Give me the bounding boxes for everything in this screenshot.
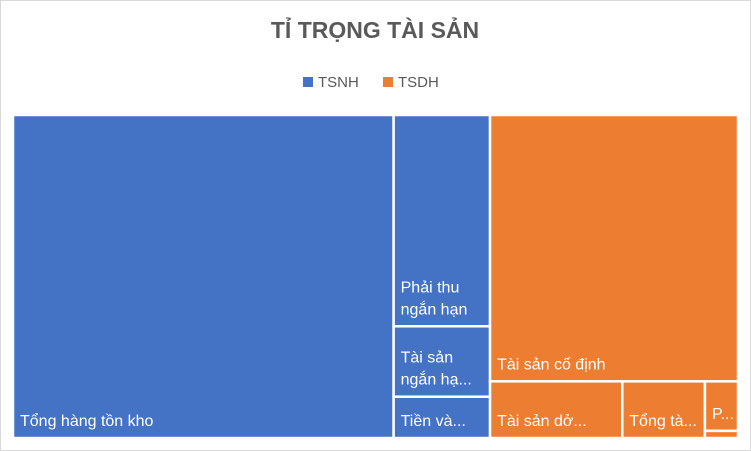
cell-label: Tài sản ngắn hạ... (401, 350, 472, 389)
treemap-cell (392, 325, 492, 398)
cell-label: Tổng tà... (629, 412, 697, 430)
legend-swatch (303, 77, 313, 87)
legend-swatch (383, 77, 393, 87)
cell-label: P... (712, 406, 734, 423)
treemap-cell (392, 113, 492, 328)
treemap-cell (488, 380, 624, 440)
cell-label: Tổng hàng tồn kho (20, 412, 154, 430)
legend-label: TSDH (398, 74, 439, 91)
legend-label: TSNH (318, 74, 359, 91)
cell-label: Phải thu ngắn hạn (401, 280, 468, 319)
chart-title: TỈ TRỌNG TÀI SẢN (271, 15, 479, 43)
treemap-cell (11, 113, 395, 440)
cell-label: Tài sản cố định (497, 357, 606, 374)
treemap-cell (621, 380, 707, 440)
treemap-cell (488, 113, 740, 383)
cell-label: Tiền và... (401, 413, 466, 430)
cell-label: Tài sản dở... (497, 413, 587, 430)
treemap-cell (703, 429, 740, 440)
